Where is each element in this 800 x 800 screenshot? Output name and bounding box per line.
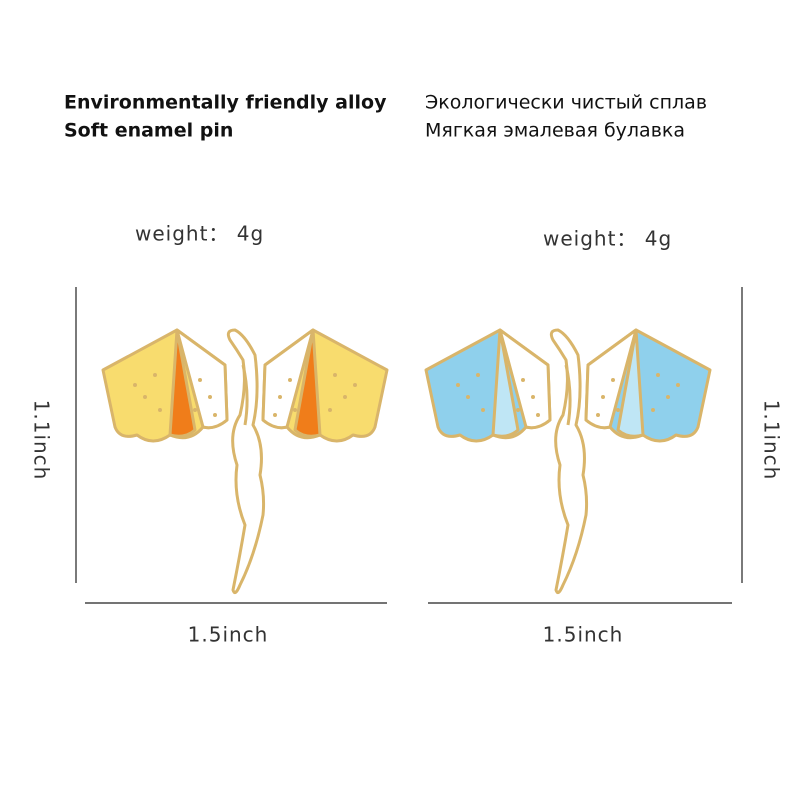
width-label: 1.5inch: [543, 623, 624, 647]
dragon-pin-yellow: [101, 328, 389, 595]
dragon-pin-blue: [424, 328, 712, 595]
weight-label: weight： 4g: [135, 222, 264, 246]
heading-english: Environmentally friendly alloy: [64, 92, 387, 114]
heading-english: Soft enamel pin: [64, 120, 233, 142]
height-label: 1.1inch: [30, 400, 54, 481]
heading-russian: Экологически чистый сплав: [425, 92, 707, 114]
heading-russian: Мягкая эмалевая булавка: [425, 120, 685, 142]
height-label: 1.1inch: [760, 400, 784, 481]
width-label: 1.5inch: [188, 623, 269, 647]
weight-label: weight： 4g: [543, 227, 672, 251]
